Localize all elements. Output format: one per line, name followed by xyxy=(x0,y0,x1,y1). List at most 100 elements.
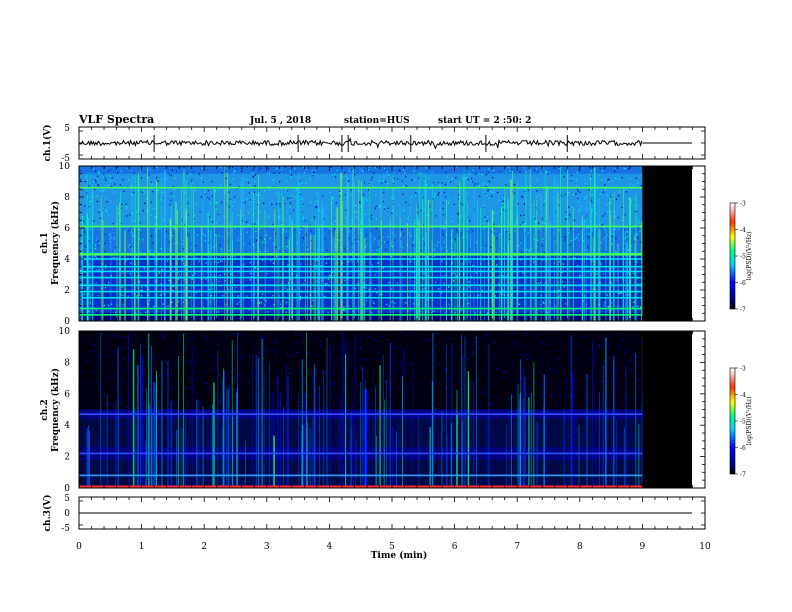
spec-speckle xyxy=(335,202,337,204)
spec-speckle xyxy=(229,351,231,353)
spec-speckle xyxy=(160,294,162,296)
spec-speckle xyxy=(309,224,311,227)
spec-speckle xyxy=(94,180,96,182)
spec-speckle xyxy=(497,436,499,438)
spec-speckle xyxy=(275,193,277,195)
spec-speckle xyxy=(121,203,123,206)
spec-speckle xyxy=(295,378,297,381)
spec-speckle xyxy=(185,406,187,408)
spec-speckle xyxy=(220,184,222,186)
spec-speckle xyxy=(538,282,540,284)
spec-speckle xyxy=(138,415,140,418)
spec-speckle xyxy=(384,174,386,176)
spec-speckle xyxy=(378,176,380,178)
spec-speckle xyxy=(546,302,549,304)
spec-speckle xyxy=(219,373,221,376)
spec-speckle xyxy=(579,312,581,314)
spec-speckle xyxy=(460,309,462,312)
spec-speckle xyxy=(448,180,450,183)
spec-speckle xyxy=(262,293,264,295)
spec-speckle xyxy=(498,215,500,217)
spec-speckle xyxy=(255,224,257,227)
spec-speckle xyxy=(423,313,425,315)
spec-speckle xyxy=(470,444,473,447)
spec-speckle xyxy=(219,331,221,333)
spec-speckle xyxy=(259,470,261,472)
spec-speckle xyxy=(174,389,176,391)
spec-speckle xyxy=(575,306,577,308)
spec-speckle xyxy=(566,480,568,482)
spec-speckle xyxy=(628,447,630,449)
spec-speckle xyxy=(622,369,624,371)
spec-speckle xyxy=(382,267,384,269)
spec-speckle xyxy=(133,191,135,194)
spec-speckle xyxy=(210,421,212,423)
spec-speckle xyxy=(587,393,589,395)
spec-speckle xyxy=(300,228,302,231)
spec-speckle xyxy=(602,238,604,241)
spec-speckle xyxy=(460,272,462,274)
spec-speckle xyxy=(108,387,110,390)
spec-speckle xyxy=(381,456,383,458)
spec-speckle xyxy=(414,179,416,181)
spec-speckle xyxy=(150,201,152,203)
spec-speckle xyxy=(639,306,642,308)
spec-speckle xyxy=(457,392,460,394)
spec-speckle xyxy=(315,192,318,194)
spec-speckle xyxy=(273,304,275,306)
spec-speckle xyxy=(104,428,106,430)
spec-speckle xyxy=(304,369,306,371)
spec-speckle xyxy=(289,170,291,173)
spec-speckle xyxy=(214,234,216,237)
colorbar-tick-label: -6 xyxy=(740,280,746,287)
spec-speckle xyxy=(301,202,303,204)
spec-speckle xyxy=(122,370,124,373)
spec-speckle xyxy=(435,344,437,346)
spec-speckle xyxy=(92,465,94,467)
spec-speckle xyxy=(215,208,218,210)
spec-speckle xyxy=(307,352,309,354)
spec-speckle xyxy=(487,215,489,218)
spec-speckle xyxy=(355,211,357,213)
y-tick-label: 10 xyxy=(59,162,71,172)
spec-speckle xyxy=(350,227,352,229)
spec-speckle xyxy=(325,215,327,217)
spec-speckle xyxy=(451,177,453,180)
spec-speckle xyxy=(524,189,526,191)
spec-speckle xyxy=(443,191,446,194)
spec-speckle xyxy=(305,234,307,236)
spec-speckle xyxy=(240,454,242,456)
spec-speckle xyxy=(91,196,93,198)
spec-speckle xyxy=(459,414,461,417)
spec-speckle xyxy=(587,304,589,307)
spec-speckle xyxy=(268,429,270,431)
spec-speckle xyxy=(205,480,208,482)
ch1-colorbar-ticks: -3-4-5-6-7 xyxy=(735,201,746,314)
spec-speckle xyxy=(249,430,251,433)
spec-speckle xyxy=(317,424,319,427)
spec-speckle xyxy=(560,448,562,451)
spec-speckle xyxy=(343,416,345,418)
spec-speckle xyxy=(273,229,275,231)
spec-speckle xyxy=(329,227,331,230)
spec-speckle xyxy=(127,422,129,425)
spec-speckle xyxy=(356,404,358,406)
spec-speckle xyxy=(214,367,216,369)
spec-speckle xyxy=(385,248,387,251)
spec-speckle xyxy=(575,484,577,486)
spec-speckle xyxy=(594,483,597,486)
spec-speckle xyxy=(267,455,269,457)
spec-speckle xyxy=(411,290,413,292)
spec-speckle xyxy=(248,212,250,214)
spec-speckle xyxy=(551,301,554,303)
spec-speckle xyxy=(188,427,190,430)
spec-speckle xyxy=(90,473,92,475)
spec-speckle xyxy=(251,245,253,247)
spec-speckle xyxy=(255,230,257,233)
spec-speckle xyxy=(176,340,179,343)
spec-speckle xyxy=(309,178,311,180)
spec-speckle xyxy=(210,294,212,297)
spec-speckle xyxy=(536,239,538,241)
spec-speckle xyxy=(218,405,220,407)
spec-speckle xyxy=(595,301,597,303)
